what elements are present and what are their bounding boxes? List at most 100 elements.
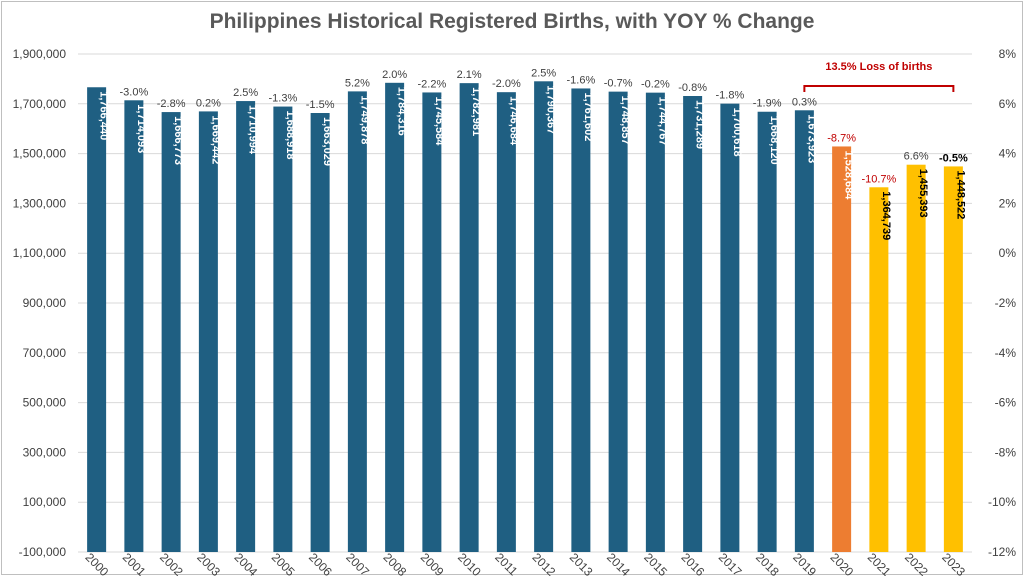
bar	[869, 187, 889, 553]
x-tick-label: 2011	[492, 550, 520, 576]
bar	[943, 166, 963, 552]
bar-value-label: 1,673,923	[805, 114, 817, 163]
bar-value-label: 1,669,442	[209, 115, 221, 164]
x-tick-label: 2000	[83, 550, 112, 576]
x-tick-label: 2022	[902, 550, 931, 576]
y-tick-label: 100,000	[23, 495, 67, 509]
x-tick-label: 2023	[939, 550, 968, 576]
annotation: 13.5% Loss of births	[803, 61, 955, 92]
yoy-label: -0.8%	[678, 82, 707, 94]
bar-value-label: 1,666,773	[172, 116, 184, 165]
y-tick-label: 900,000	[23, 296, 67, 310]
x-tick-label: 2005	[269, 550, 298, 576]
bar	[198, 111, 218, 553]
x-tick-label: 2010	[455, 550, 484, 576]
y-tick-label: 1,100,000	[13, 246, 67, 260]
bar	[832, 146, 852, 552]
bar	[534, 81, 554, 552]
x-tick-label: 2002	[157, 550, 186, 576]
yoy-label: -1.8%	[716, 90, 745, 102]
y2-tick-label: 0%	[999, 246, 1017, 260]
x-tick-label: 2009	[418, 550, 447, 576]
yoy-label: -0.5%	[939, 152, 968, 164]
yoy-label: -8.7%	[827, 132, 856, 144]
bar	[496, 92, 516, 552]
y-tick-label: 1,700,000	[13, 97, 67, 111]
y-tick-label: 700,000	[23, 346, 67, 360]
bar	[571, 88, 591, 552]
y-tick-label: 1,900,000	[13, 47, 67, 61]
x-tick-label: 2007	[343, 550, 372, 576]
y-tick-label: 500,000	[23, 396, 67, 410]
y-tick-label: 1,300,000	[13, 196, 67, 210]
bar	[310, 113, 330, 553]
bar-value-label: 1,790,367	[545, 85, 557, 134]
y2-tick-label: 8%	[999, 47, 1017, 61]
x-tick-label: 2017	[716, 550, 745, 576]
x-tick-label: 2013	[567, 550, 596, 576]
bar-value-label: 1,710,994	[247, 105, 259, 155]
yoy-label: -1.9%	[753, 98, 782, 110]
bar	[794, 110, 814, 552]
bar	[757, 111, 777, 552]
axes: -100,000 100,000 300,000 500,000 700,000 900,…	[13, 47, 1017, 576]
x-tick-label: 2021	[865, 550, 894, 576]
yoy-label: -0.7%	[604, 78, 633, 90]
bar-value-label: 1,455,393	[917, 169, 929, 218]
x-tick-label: 2016	[679, 550, 708, 576]
bars	[87, 81, 963, 553]
bar	[161, 112, 181, 553]
yoy-label: -2.2%	[418, 78, 447, 90]
x-tick-label: 2018	[753, 550, 782, 576]
x-tick-label: 2012	[530, 550, 559, 576]
bar	[124, 100, 144, 553]
bar	[608, 91, 628, 552]
bar	[273, 106, 293, 552]
bar-value-label: 1,688,918	[284, 111, 296, 160]
yoy-label: 2.1%	[457, 69, 482, 81]
y2-tick-label: 2%	[999, 196, 1017, 210]
x-tick-label: 2008	[381, 550, 410, 576]
bar-value-label: 1,700,618	[731, 108, 743, 157]
bar-value-label: 1,749,878	[358, 95, 370, 144]
y2-tick-label: 4%	[999, 147, 1017, 161]
bar-value-label: 1,448,522	[954, 170, 966, 219]
bar-value-label: 1,364,739	[880, 191, 892, 240]
bar-value-label: 1,746,684	[507, 96, 519, 146]
yoy-label: 2.0%	[382, 69, 407, 81]
y2-tick-label: -8%	[995, 445, 1017, 459]
bar	[720, 103, 740, 552]
y2-tick-label: -4%	[995, 346, 1017, 360]
bar-value-label: 1,668,120	[768, 116, 780, 165]
bar	[347, 91, 367, 553]
x-tick-label: 2014	[604, 550, 633, 576]
y2-tick-label: -6%	[995, 396, 1017, 410]
annotation-bracket	[803, 85, 955, 92]
bar-value-label: 1,748,857	[619, 96, 631, 145]
bar	[459, 83, 479, 553]
yoy-label: -1.5%	[306, 99, 335, 111]
yoy-label: -1.6%	[567, 74, 596, 86]
bar	[906, 164, 926, 552]
yoy-label: -1.3%	[269, 93, 298, 105]
yoy-label: 2.5%	[531, 67, 556, 79]
x-tick-label: 2004	[232, 550, 261, 576]
x-tick-label: 2001	[120, 550, 149, 576]
annotation-label: 13.5% Loss of births	[825, 61, 932, 73]
yoy-label: -10.7%	[861, 173, 896, 185]
y2-tick-label: 6%	[999, 97, 1017, 111]
yoy-label: -0.2%	[641, 79, 670, 91]
bar-value-label: 1,714,093	[135, 104, 147, 153]
yoy-label: 0.2%	[196, 97, 221, 109]
bar-value-label: 1,782,981	[470, 87, 482, 136]
bar-value-label: 1,745,584	[433, 96, 445, 146]
chart-title: Philippines Historical Registered Births…	[209, 10, 815, 33]
x-tick-label: 2019	[790, 550, 819, 576]
bar-value-label: 1,784,316	[396, 87, 408, 136]
gridlines	[78, 53, 972, 553]
x-tick-label: 2006	[306, 550, 335, 576]
bar-value-label: 1,663,029	[321, 117, 333, 166]
bar-value-label: 1,761,602	[582, 92, 594, 141]
bar-value-label: 1,744,767	[656, 97, 668, 146]
